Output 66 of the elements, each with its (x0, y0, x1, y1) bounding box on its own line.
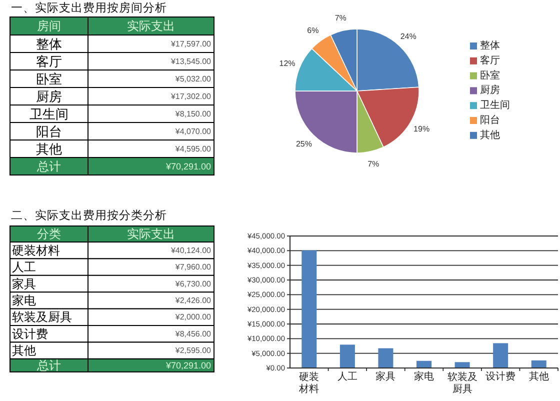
x-tick-label: 其他 (528, 370, 549, 382)
x-tick-label: 软装及厨具 (447, 370, 478, 394)
text: 实际支出 (127, 19, 175, 33)
x-tick-label: 设计费 (486, 370, 516, 382)
legend-label: 厨房 (480, 84, 500, 96)
category-label: 客厅 (36, 54, 62, 69)
legend-label: 阳台 (480, 114, 500, 126)
text: 房间 (37, 19, 61, 33)
category-label: 家具 (12, 276, 36, 291)
category-label: 厨房 (36, 88, 62, 104)
text: 总计 (36, 159, 61, 174)
category-label: 卫生间 (30, 106, 68, 122)
text: 总计 (36, 358, 61, 372)
text: 二、实际支出费用按分类分析 (11, 208, 167, 222)
text: ¥8,456.00 (175, 329, 211, 338)
text: ¥17,302.00 (170, 92, 211, 101)
legend-label: 其他 (480, 128, 500, 141)
text: ¥40,124.00 (170, 246, 211, 255)
category-label: 其他 (36, 141, 62, 156)
x-tick-label: 硬装材料 (298, 370, 320, 394)
data-label: 25% (296, 140, 312, 149)
bar (416, 360, 432, 368)
category-label: 卧室 (36, 71, 62, 86)
category-label: 家电 (12, 293, 36, 308)
bar (378, 348, 394, 368)
x-tick-label: 家电 (414, 370, 434, 382)
data-label: 19% (414, 124, 430, 134)
text: ¥2,000.00 (175, 312, 211, 322)
text: ¥2,595.00 (175, 346, 211, 356)
data-label: 24% (400, 32, 416, 41)
legend-label: 卫生间 (480, 99, 510, 112)
text: 实际支出 (127, 227, 175, 241)
text: ¥4,595.00 (175, 144, 211, 154)
x-tick-label: 人工 (337, 372, 358, 382)
text: 分类 (37, 227, 61, 241)
category-label: 整体 (36, 36, 62, 52)
legend-label: 卧室 (480, 69, 500, 82)
text: ¥7,960.00 (175, 262, 211, 272)
text: 一、实际支出费用按房间分析 (11, 0, 167, 14)
legend-label: 整体 (480, 40, 500, 52)
bar (340, 344, 355, 368)
data-label: 7% (368, 160, 380, 169)
legend-label: 客厅 (480, 54, 500, 66)
x-tick-label: 家具 (376, 370, 396, 382)
data-label: 7% (334, 13, 346, 22)
text: ¥2,426.00 (175, 296, 211, 305)
bar (493, 343, 508, 368)
bar (454, 362, 470, 368)
category-label: 设计费 (12, 326, 48, 341)
bar (531, 360, 546, 368)
category-label: 其他 (12, 344, 36, 358)
text: ¥70,291.00 (164, 161, 211, 172)
category-label: 硬装材料 (12, 243, 60, 258)
text: ¥8,150.00 (175, 109, 211, 118)
text: ¥5,032.00 (175, 74, 211, 84)
text: ¥6,730.00 (175, 279, 211, 288)
bar (302, 250, 317, 368)
text: ¥17,597.00 (170, 39, 211, 48)
category-label: 软装及厨具 (12, 310, 72, 324)
text: ¥4,070.00 (175, 126, 211, 136)
text: ¥70,291.00 (164, 360, 211, 370)
category-label: 阳台 (36, 124, 62, 139)
data-label: 12% (279, 58, 296, 68)
text: ¥13,545.00 (170, 56, 211, 66)
category-label: 人工 (12, 260, 36, 274)
data-label: 6% (307, 26, 319, 35)
